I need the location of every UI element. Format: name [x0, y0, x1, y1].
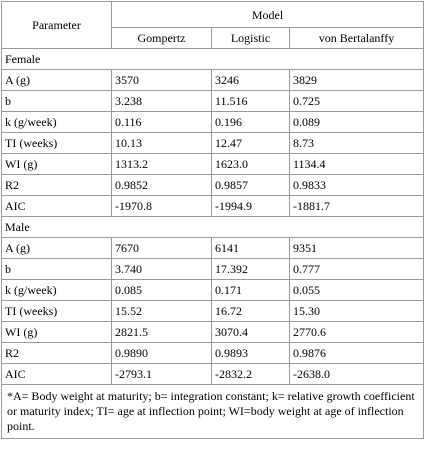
- value-cell: 15.30: [289, 300, 424, 322]
- value-cell: 0.171: [211, 279, 290, 301]
- value-cell: 0.9852: [111, 174, 212, 196]
- parameter-cell: AIC: [1, 363, 112, 385]
- value-cell: 1134.4: [289, 153, 424, 175]
- value-cell: 15.52: [111, 300, 212, 322]
- value-cell: 0.9833: [289, 174, 424, 196]
- value-cell: 0.9857: [211, 174, 290, 196]
- value-cell: 0.9890: [111, 342, 212, 364]
- parameter-cell: A (g): [1, 69, 112, 91]
- header-cell: Gompertz: [111, 27, 212, 49]
- value-cell: 0.9893: [211, 342, 290, 364]
- value-cell: 12.47: [211, 132, 290, 154]
- data-row: AIC -1970.8 -1994.9 -1881.7: [1, 195, 424, 217]
- header-row: Parameter Model: [1, 1, 424, 49]
- value-cell: 0.777: [289, 258, 424, 280]
- parameter-cell: b: [1, 90, 112, 112]
- data-row: A (g) 3570 3246 3829: [1, 69, 424, 91]
- parameter-cell: WI (g): [1, 153, 112, 175]
- data-row: k (g/week) 0.085 0.171 0.055: [1, 279, 424, 301]
- data-row: b 3.238 11.516 0.725: [1, 90, 424, 112]
- value-cell: 1313.2: [111, 153, 212, 175]
- value-cell: 3829: [289, 69, 424, 91]
- header-cell: Model: [111, 1, 424, 28]
- value-cell: 3246: [211, 69, 290, 91]
- table-body: Parameter Model Gompertz Logistic von Bert…: [1, 1, 424, 439]
- value-cell: -2638.0: [289, 363, 424, 385]
- data-row: R2 0.9852 0.9857 0.9833: [1, 174, 424, 196]
- header-cell: Logistic: [211, 27, 290, 49]
- value-cell: 0.196: [211, 111, 290, 133]
- value-cell: 3.740: [111, 258, 212, 280]
- data-table: Parameter Model Gompertz Logistic von Bert…: [1, 1, 424, 439]
- parameter-cell: R2: [1, 342, 112, 364]
- value-cell: 0.725: [289, 90, 424, 112]
- data-row: AIC -2793.1 -2832.2 -2638.0: [1, 363, 424, 385]
- section-label: Male: [1, 216, 424, 238]
- data-row: WI (g) 1313.2 1623.0 1134.4: [1, 153, 424, 175]
- value-cell: -2793.1: [111, 363, 212, 385]
- data-row: b 3.740 17.392 0.777: [1, 258, 424, 280]
- value-cell: 0.9876: [289, 342, 424, 364]
- value-cell: 9351: [289, 237, 424, 259]
- value-cell: -1994.9: [211, 195, 290, 217]
- parameter-cell: k (g/week): [1, 279, 112, 301]
- parameter-cell: b: [1, 258, 112, 280]
- data-row: R2 0.9890 0.9893 0.9876: [1, 342, 424, 364]
- value-cell: 0.085: [111, 279, 212, 301]
- value-cell: 3.238: [111, 90, 212, 112]
- data-row: k (g/week) 0.116 0.196 0.089: [1, 111, 424, 133]
- parameter-cell: AIC: [1, 195, 112, 217]
- header-cell: von Bertalanffy: [289, 27, 424, 49]
- value-cell: 8.73: [289, 132, 424, 154]
- value-cell: 0.116: [111, 111, 212, 133]
- footnote-row: *A= Body weight at maturity; b= integrat…: [1, 384, 424, 439]
- value-cell: -1970.8: [111, 195, 212, 217]
- value-cell: 0.089: [289, 111, 424, 133]
- value-cell: 17.392: [211, 258, 290, 280]
- parameter-cell: A (g): [1, 237, 112, 259]
- parameter-cell: TI (weeks): [1, 300, 112, 322]
- section-label: Female: [1, 48, 424, 70]
- parameter-cell: k (g/week): [1, 111, 112, 133]
- value-cell: -2832.2: [211, 363, 290, 385]
- value-cell: 10.13: [111, 132, 212, 154]
- value-cell: 11.516: [211, 90, 290, 112]
- parameter-cell: TI (weeks): [1, 132, 112, 154]
- data-row: TI (weeks) 15.52 16.72 15.30: [1, 300, 424, 322]
- section-row: Female: [1, 48, 424, 70]
- value-cell: 3070.4: [211, 321, 290, 343]
- value-cell: 1623.0: [211, 153, 290, 175]
- parameter-cell: R2: [1, 174, 112, 196]
- data-row: A (g) 7670 6141 9351: [1, 237, 424, 259]
- parameter-cell: WI (g): [1, 321, 112, 343]
- value-cell: 16.72: [211, 300, 290, 322]
- value-cell: 7670: [111, 237, 212, 259]
- value-cell: 2821.5: [111, 321, 212, 343]
- value-cell: 2770.6: [289, 321, 424, 343]
- value-cell: -1881.7: [289, 195, 424, 217]
- data-row: WI (g) 2821.5 3070.4 2770.6: [1, 321, 424, 343]
- value-cell: 3570: [111, 69, 212, 91]
- value-cell: 6141: [211, 237, 290, 259]
- header-cell: Parameter: [1, 1, 112, 49]
- footnote: *A= Body weight at maturity; b= integrat…: [1, 384, 424, 439]
- value-cell: 0.055: [289, 279, 424, 301]
- section-row: Male: [1, 216, 424, 238]
- data-row: TI (weeks) 10.13 12.47 8.73: [1, 132, 424, 154]
